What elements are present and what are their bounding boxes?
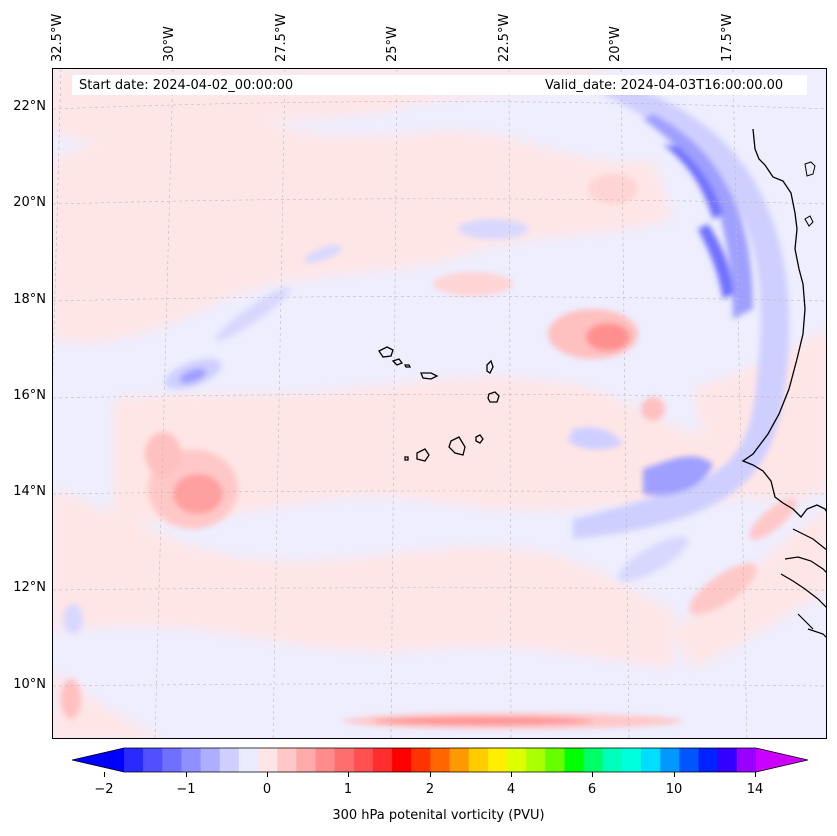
colorbar-tick-mark — [186, 772, 187, 777]
colorbar-swatch — [334, 748, 355, 772]
colorbar-swatch — [392, 748, 412, 772]
colorbar-tick-label: 6 — [587, 782, 597, 797]
colorbar-swatch — [564, 748, 585, 772]
colorbar-tick-label: −1 — [176, 782, 196, 797]
latitude-label: 22°N — [13, 99, 46, 114]
colorbar-tick-mark — [104, 772, 105, 777]
colorbar-swatch — [200, 748, 221, 772]
latitude-label: 16°N — [13, 388, 46, 403]
latitude-label: 10°N — [13, 677, 46, 692]
colorbar-tick-mark — [592, 772, 593, 777]
colorbar-swatch — [315, 748, 336, 772]
colorbar-swatch — [372, 748, 393, 772]
colorbar-label: 300 hPa potenital vorticity (PVU) — [332, 808, 545, 823]
colorbar-min-extension — [72, 748, 124, 772]
longitude-label: 22.5°W — [497, 13, 512, 62]
latitude-label: 14°N — [13, 484, 46, 499]
colorbar-tick-mark — [511, 772, 512, 777]
colorbar-swatch — [487, 748, 508, 772]
colorbar-tick-label: 10 — [665, 782, 683, 797]
colorbar-swatch — [258, 748, 278, 772]
colorbar-swatch — [717, 748, 738, 772]
latitude-label: 18°N — [13, 292, 46, 307]
colorbar-swatch — [526, 748, 546, 772]
longitude-label: 30°W — [162, 26, 177, 62]
colorbar-swatch — [449, 748, 470, 772]
graticule — [53, 69, 826, 738]
colorbar-swatch — [353, 748, 374, 772]
colorbar-swatch — [296, 748, 317, 772]
colorbar-tick-mark — [755, 772, 756, 777]
colorbar-swatch — [277, 748, 297, 772]
colorbar-swatch — [602, 748, 623, 772]
colorbar-tick-label: 4 — [506, 782, 516, 797]
start-date-text: Start date: 2024-04-02_00:00:00 — [79, 78, 294, 93]
colorbar-swatch — [641, 748, 661, 772]
colorbar-tick-mark — [348, 772, 349, 777]
colorbar-swatch — [698, 748, 719, 772]
colorbar-swatch — [162, 748, 182, 772]
colorbar-swatch — [660, 748, 680, 772]
colorbar-swatch — [181, 748, 202, 772]
colorbar-tick-label: 1 — [343, 782, 353, 797]
colorbar-tick-mark — [267, 772, 268, 777]
colorbar-swatch — [545, 748, 565, 772]
colorbar-tick-label: 14 — [746, 782, 764, 797]
colorbar-swatch — [238, 748, 259, 772]
colorbar-swatch — [679, 748, 700, 772]
coastal-islets — [804, 161, 816, 227]
date-banner — [72, 75, 807, 95]
colorbar-swatch — [411, 748, 431, 772]
colorbar-tick-label: 0 — [262, 782, 272, 797]
pv-field-map — [53, 69, 826, 738]
africa-coastline — [741, 128, 826, 518]
longitude-label: 27.5°W — [274, 13, 289, 62]
colorbar-tick-mark — [430, 772, 431, 777]
colorbar-tick-label: −2 — [94, 782, 114, 797]
colorbar-outline — [72, 747, 808, 773]
colorbar-swatch — [507, 748, 527, 772]
map-panel — [52, 68, 827, 739]
colorbar-swatch — [736, 748, 757, 772]
colorbar-swatch — [583, 748, 604, 772]
africa-coastline-south — [780, 528, 826, 638]
longitude-label: 17.5°W — [720, 13, 735, 62]
colorbar-swatch — [143, 748, 163, 772]
negative-pv-band — [63, 79, 790, 634]
colorbar-swatch — [621, 748, 642, 772]
latitude-label: 20°N — [13, 195, 46, 210]
colorbar-max-extension — [756, 748, 808, 772]
latitude-label: 12°N — [13, 580, 46, 595]
colorbar-swatch — [430, 748, 451, 772]
colorbar-tick-label: 2 — [425, 782, 435, 797]
colorbar-swatch — [219, 748, 240, 772]
longitude-label: 32.5°W — [50, 13, 65, 62]
colorbar-tick-mark — [674, 772, 675, 777]
colorbar-swatch — [124, 748, 144, 772]
longitude-label: 20°W — [608, 26, 623, 62]
valid-date-text: Valid_date: 2024-04-03T16:00:00.00 — [545, 78, 784, 93]
colorbar — [72, 747, 808, 773]
cape-verde-islands — [378, 346, 500, 462]
positive-pv-maxima — [61, 174, 797, 729]
colorbar-swatch — [468, 748, 489, 772]
longitude-label: 25°W — [385, 26, 400, 62]
